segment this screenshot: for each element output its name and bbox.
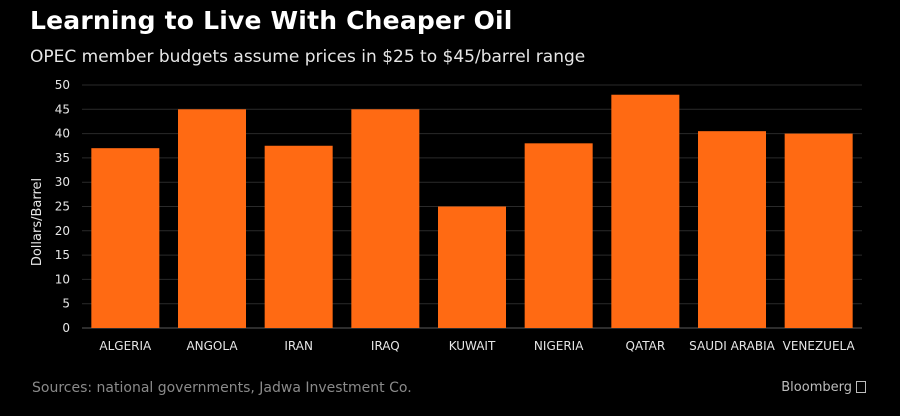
x-tick-label: KUWAIT bbox=[449, 339, 496, 353]
bar bbox=[91, 148, 160, 328]
x-axis-ticks: ALGERIA ANGOLA IRAN IRAQ KUWAIT NIGERIA QATAR S… bbox=[99, 339, 855, 353]
bar bbox=[611, 94, 680, 328]
y-axis-ticks: 0 5 10 15 20 25 30 35 40 45 50 bbox=[55, 78, 70, 335]
x-tick-label: IRAN bbox=[284, 339, 313, 353]
bar bbox=[178, 109, 246, 328]
y-tick-label: 35 bbox=[55, 151, 70, 165]
y-tick-label: 30 bbox=[55, 175, 70, 189]
y-tick-label: 15 bbox=[55, 248, 70, 262]
x-tick-label: QATAR bbox=[625, 339, 665, 353]
source-note: Sources: national governments, Jadwa Inv… bbox=[32, 380, 412, 396]
y-tick-label: 45 bbox=[55, 102, 70, 116]
y-axis-label: Dollars/Barrel bbox=[30, 178, 45, 266]
bar bbox=[698, 131, 766, 328]
y-tick-label: 20 bbox=[55, 224, 70, 238]
bar bbox=[524, 143, 593, 328]
bar bbox=[438, 206, 506, 328]
bar bbox=[264, 145, 333, 328]
x-tick-label: ALGERIA bbox=[99, 339, 152, 353]
x-tick-label: ANGOLA bbox=[186, 339, 238, 353]
bar bbox=[784, 133, 853, 328]
y-tick-label: 40 bbox=[55, 127, 70, 141]
x-tick-label: SAUDI ARABIA bbox=[689, 339, 775, 353]
y-tick-label: 50 bbox=[55, 78, 70, 92]
y-tick-label: 10 bbox=[55, 272, 70, 286]
y-tick-label: 5 bbox=[62, 297, 70, 311]
bloomberg-icon bbox=[856, 381, 866, 393]
chart-title: Learning to Live With Cheaper Oil bbox=[30, 6, 513, 35]
bar bbox=[351, 109, 420, 328]
y-tick-label: 0 bbox=[62, 321, 70, 335]
y-tick-label: 25 bbox=[55, 200, 70, 214]
bars bbox=[91, 94, 853, 328]
brand-logo: Bloomberg bbox=[781, 380, 852, 395]
x-tick-label: NIGERIA bbox=[534, 339, 584, 353]
chart-subtitle: OPEC member budgets assume prices in $25… bbox=[30, 47, 586, 67]
x-tick-label: VENEZUELA bbox=[783, 339, 856, 353]
x-tick-label: IRAQ bbox=[371, 339, 400, 353]
